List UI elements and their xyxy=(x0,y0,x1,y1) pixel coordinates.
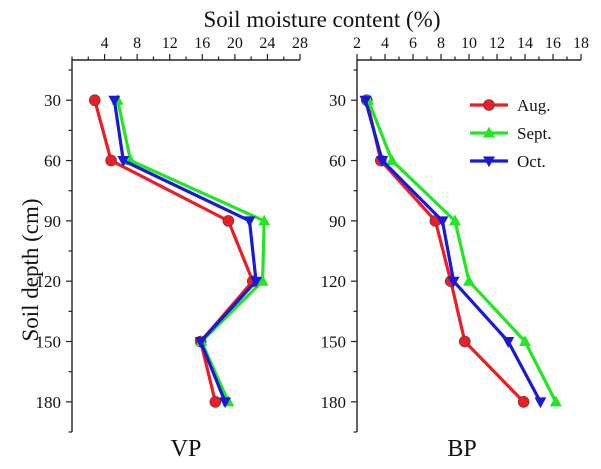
bp-y-tick-label: 60 xyxy=(329,152,346,171)
bp-point-oct xyxy=(376,156,389,167)
legend: Aug. Sept. Oct. xyxy=(470,96,551,171)
vp-x-tick-label: 24 xyxy=(259,35,275,52)
bp-point-aug xyxy=(517,396,530,408)
legend-label-oct: Oct. xyxy=(517,152,546,171)
panel-vp: 4 8 12 16 20 24 28 30 60 90 120 150 180 VP xyxy=(36,35,309,462)
panel-bp: 2 4 6 8 10 12 14 16 18 30 60 90 120 150 180 BP xyxy=(321,35,590,462)
vp-x-tick-label: 16 xyxy=(194,35,210,52)
bp-x-tick-label: 6 xyxy=(409,35,417,52)
legend-marker-aug xyxy=(483,99,495,111)
vp-y-tick-label: 60 xyxy=(44,152,61,171)
vp-panel-title: VP xyxy=(171,436,202,462)
vp-x-tick-label: 12 xyxy=(162,35,178,52)
vp-series-line-oct xyxy=(112,99,258,403)
bp-point-sept xyxy=(519,335,531,347)
y-axis-label: Soil depth (cm) xyxy=(18,198,43,341)
vp-point-aug xyxy=(209,396,222,408)
bp-point-sept xyxy=(463,274,475,286)
vp-y-tick-label: 30 xyxy=(44,91,61,110)
vp-y-tick-label: 120 xyxy=(36,272,62,291)
vp-point-aug xyxy=(89,94,101,107)
bp-y-tick-label: 30 xyxy=(329,91,346,110)
legend-label-sept: Sept. xyxy=(517,124,551,143)
bp-point-oct xyxy=(359,95,372,107)
legend-marker-oct xyxy=(483,156,495,168)
figure-title: Soil moisture content (%) xyxy=(204,7,441,32)
bp-point-sept xyxy=(449,214,461,226)
bp-point-oct xyxy=(534,397,547,409)
vp-x-tick-label: 8 xyxy=(133,35,141,52)
vp-point-oct xyxy=(243,216,256,228)
bp-x-tick-label: 10 xyxy=(461,35,477,52)
vp-point-oct xyxy=(194,337,207,348)
vp-x-tick-label: 20 xyxy=(227,35,243,52)
vp-series-line-aug xyxy=(93,99,255,403)
legend-marker-sept xyxy=(483,126,495,138)
bp-point-oct xyxy=(436,216,449,228)
vp-point-oct xyxy=(108,95,121,107)
bp-point-sept xyxy=(386,154,398,166)
vp-point-aug xyxy=(222,215,235,227)
bp-x-tick-label: 8 xyxy=(437,35,445,52)
bp-y-tick-label: 120 xyxy=(321,272,347,291)
bp-y-tick-label: 150 xyxy=(321,333,347,352)
vp-point-oct xyxy=(250,276,263,288)
bp-point-oct xyxy=(447,276,460,288)
bp-x-tick-label: 14 xyxy=(517,35,533,52)
vp-y-tick-label: 180 xyxy=(36,393,62,412)
vp-point-oct xyxy=(117,156,130,167)
bp-x-tick-label: 16 xyxy=(545,35,561,52)
bp-x-tick-label: 4 xyxy=(381,35,389,52)
bp-y-tick-label: 180 xyxy=(321,393,347,412)
vp-point-sept xyxy=(256,274,269,286)
bp-x-tick-label: 2 xyxy=(353,35,361,52)
bp-panel-title: BP xyxy=(447,436,476,462)
bp-x-tick-label: 18 xyxy=(573,35,589,52)
legend-label-aug: Aug. xyxy=(517,96,551,115)
bp-point-oct xyxy=(502,337,515,348)
vp-point-oct xyxy=(219,397,232,409)
vp-y-tick-label: 150 xyxy=(36,333,62,352)
bp-series-line-sept xyxy=(366,99,558,403)
bp-series-line-aug xyxy=(365,99,525,403)
vp-point-aug xyxy=(105,154,117,167)
bp-x-tick-label: 12 xyxy=(489,35,505,52)
bp-series-line-oct xyxy=(363,99,542,403)
bp-point-aug xyxy=(458,335,471,348)
vp-x-tick-label: 28 xyxy=(292,35,308,52)
bp-y-tick-label: 90 xyxy=(329,212,346,231)
vp-point-sept xyxy=(258,214,271,226)
vp-y-tick-label: 90 xyxy=(44,212,61,231)
vp-x-tick-label: 4 xyxy=(101,35,109,52)
bp-point-sept xyxy=(549,395,562,407)
